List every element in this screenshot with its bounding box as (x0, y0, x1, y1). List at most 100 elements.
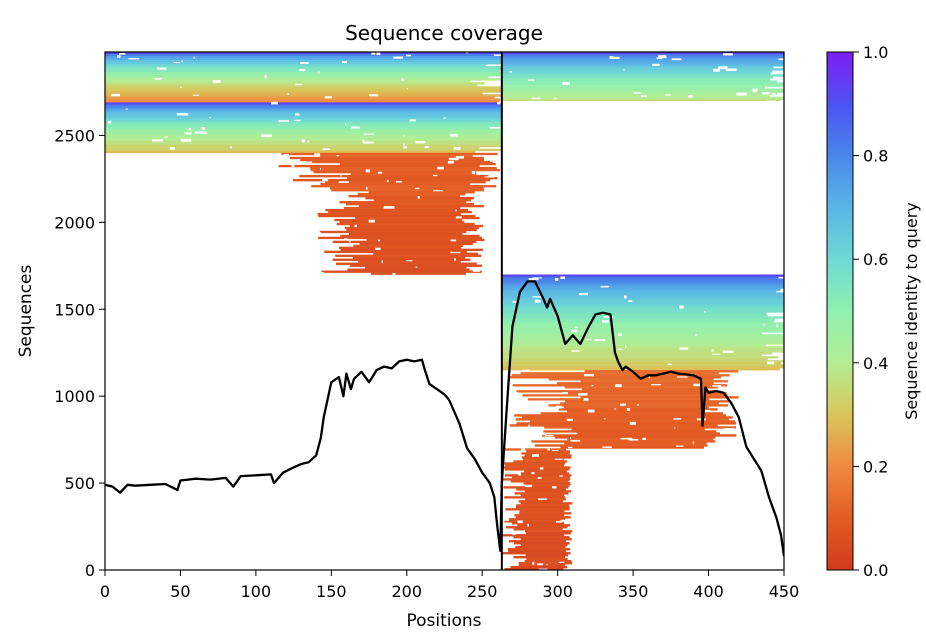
heatmap-row (513, 536, 570, 539)
alignment-gap (365, 169, 371, 173)
heatmap-row (501, 282, 784, 285)
heatmap-row (317, 212, 461, 216)
alignment-gap (693, 383, 703, 387)
alignment-gap (735, 408, 744, 410)
heatmap-row (501, 338, 784, 341)
alignment-gap (578, 293, 588, 296)
alignment-gap (497, 101, 501, 105)
heatmap-row (515, 516, 571, 519)
heatmap-row (526, 450, 570, 453)
alignment-gap (537, 563, 544, 566)
y-tick-label: 500 (64, 474, 95, 493)
heatmap-row (501, 316, 784, 319)
alignment-gap (261, 134, 272, 138)
alignment-heatmap (105, 52, 784, 570)
alignment-gap (723, 53, 733, 56)
heatmap-row (105, 74, 502, 77)
x-tick-label: 300 (542, 582, 573, 601)
alignment-gap (393, 56, 403, 59)
colorbar-label: Sequence identity to query (902, 202, 921, 419)
heatmap-row (105, 132, 502, 136)
alignment-gap (174, 62, 180, 64)
alignment-gap (512, 301, 518, 303)
heatmap-row (501, 294, 784, 297)
heatmap-row (105, 120, 502, 123)
alignment-gap (230, 146, 232, 149)
alignment-gap (762, 92, 770, 95)
heatmap-row (340, 234, 480, 238)
alignment-gap (528, 278, 539, 281)
alignment-gap (671, 58, 682, 61)
heatmap-row (501, 90, 784, 93)
alignment-gap (307, 140, 309, 142)
heatmap-row (331, 189, 486, 192)
alignment-gap (562, 392, 568, 394)
heatmap-row (548, 378, 714, 381)
alignment-gap (560, 519, 569, 522)
heatmap-row (105, 76, 489, 79)
heatmap-row (564, 442, 707, 445)
alignment-gap (437, 166, 444, 170)
alignment-gap (763, 323, 766, 326)
alignment-gap (532, 277, 542, 279)
heatmap-row (309, 166, 497, 170)
heatmap-row (521, 416, 733, 419)
heatmap-row (531, 440, 716, 443)
heatmap-row (509, 424, 718, 427)
alignment-gap (700, 409, 711, 412)
heatmap-row (373, 199, 472, 202)
alignment-gap (692, 441, 695, 445)
alignment-gap (271, 101, 278, 105)
alignment-gap (509, 71, 513, 73)
heatmap-row (352, 256, 466, 259)
alignment-gap (278, 120, 290, 122)
heatmap-row (503, 486, 569, 489)
heatmap-row (523, 482, 571, 485)
alignment-gap (300, 188, 310, 192)
heatmap-row (510, 480, 569, 483)
heatmap-row (501, 322, 784, 325)
alignment-gap (583, 398, 589, 401)
heatmap-row (501, 96, 784, 99)
alignment-gap (517, 520, 523, 524)
heatmap-row (501, 300, 784, 303)
heatmap-row (105, 118, 502, 121)
y-tick-label: 0 (85, 561, 95, 580)
alignment-gap (719, 441, 729, 444)
heatmap-row (105, 96, 495, 99)
alignment-gap (471, 171, 475, 175)
alignment-gap (783, 85, 784, 88)
heatmap-row (501, 56, 784, 59)
heatmap-row (105, 86, 502, 89)
alignment-gap (521, 448, 526, 451)
colorbar-tick-label: 0.2 (863, 457, 888, 476)
alignment-gap (465, 52, 469, 54)
heatmap-row (105, 82, 485, 85)
heatmap-row (299, 174, 489, 178)
alignment-gap (433, 174, 438, 177)
colorbar-tick-label: 0.8 (863, 147, 888, 166)
alignment-gap (603, 316, 613, 318)
heatmap-row (501, 320, 774, 323)
alignment-gap (406, 260, 413, 262)
heatmap-row (358, 204, 484, 208)
alignment-gap (704, 310, 706, 313)
alignment-gap (752, 90, 757, 93)
heatmap-row (564, 406, 709, 409)
heatmap-row (554, 436, 716, 439)
heatmap-row (504, 568, 564, 570)
heatmap-row (349, 224, 484, 228)
y-tick-label: 2500 (54, 126, 95, 145)
heatmap-row (278, 164, 480, 168)
alignment-gap (674, 427, 676, 429)
alignment-gap (591, 384, 594, 387)
alignment-gap (366, 186, 368, 190)
alignment-gap (724, 428, 735, 431)
alignment-gap (320, 168, 321, 170)
alignment-gap (455, 216, 462, 219)
alignment-gap (536, 434, 546, 436)
alignment-gap (554, 458, 563, 460)
coverage-line (105, 280, 784, 557)
heatmap-row (505, 464, 565, 467)
x-tick-label: 50 (170, 582, 190, 601)
